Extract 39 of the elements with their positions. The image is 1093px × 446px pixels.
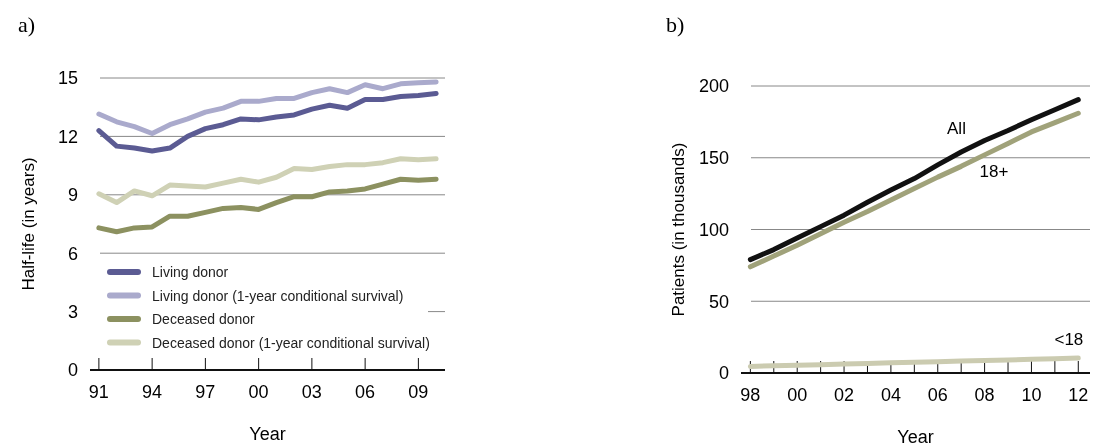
y-tick-label: 50 (708, 291, 729, 312)
y-tick-label: 200 (698, 76, 729, 97)
chart-title: a) (18, 12, 36, 37)
y-tick-label: 9 (67, 185, 78, 206)
x-tick-label: 00 (248, 382, 269, 402)
series-label: <18 (1054, 329, 1084, 349)
series-label: 18+ (979, 161, 1009, 181)
x-tick-label: 03 (301, 382, 322, 402)
x-tick-label: 94 (142, 382, 163, 402)
x-tick-label: 97 (195, 382, 216, 402)
y-axis-title: Patients (in thousands) (668, 142, 688, 317)
x-tick-label: 10 (1021, 385, 1042, 405)
x-tick-label: 02 (834, 385, 855, 405)
x-tick-label: 12 (1068, 385, 1089, 405)
x-axis-title: Year (249, 424, 286, 444)
y-tick-label: 3 (67, 301, 78, 322)
y-tick-label: 6 (67, 243, 78, 264)
x-tick-label: 06 (927, 385, 948, 405)
y-tick-label: 15 (57, 68, 78, 89)
y-tick-label: 0 (718, 363, 729, 384)
x-tick-label: 98 (740, 385, 761, 405)
y-tick-label: 0 (67, 360, 78, 381)
series-label: All (947, 119, 966, 139)
legend-label: Living donor (152, 264, 229, 280)
x-tick-label: 08 (974, 385, 995, 405)
y-tick-label: 100 (698, 219, 729, 240)
x-tick-label: 00 (787, 385, 808, 405)
x-tick-label: 06 (355, 382, 376, 402)
y-axis-title: Half-life (in years) (18, 157, 38, 291)
x-tick-label: 91 (88, 382, 109, 402)
chart-title: b) (666, 12, 685, 37)
x-tick-label: 04 (880, 385, 901, 405)
x-tick-label: 09 (408, 382, 429, 402)
x-axis-title: Year (897, 427, 934, 446)
legend-label: Deceased donor (152, 311, 256, 327)
legend-label: Living donor (1-year conditional survival) (152, 287, 404, 304)
y-tick-label: 12 (57, 126, 78, 147)
legend-label: Deceased donor (1-year conditional survival) (152, 334, 430, 351)
y-tick-label: 150 (698, 148, 729, 169)
